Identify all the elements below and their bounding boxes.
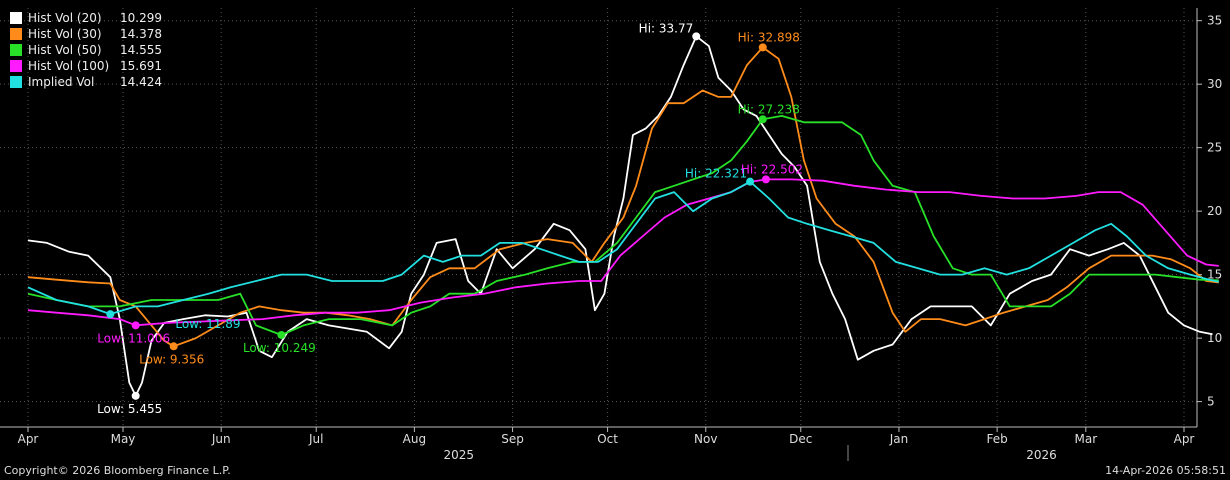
timestamp: 14-Apr-2026 05:58:51 (1105, 464, 1226, 477)
year-label: 2025 (443, 448, 474, 462)
series-lines (27, 35, 1220, 397)
legend-swatch (10, 76, 22, 88)
annotation-marker (746, 177, 755, 186)
legend-series-name: Hist Vol (20) (28, 11, 102, 25)
footer: Copyright© 2026 Bloomberg Finance L.P. 1… (0, 462, 1230, 480)
annotation-marker (131, 391, 140, 400)
year-label: 2026 (1026, 448, 1057, 462)
legend-swatch (10, 12, 22, 24)
annotation-marker (277, 330, 286, 339)
annotation-label: Hi: 27.238 (738, 102, 800, 116)
annotation-marker (692, 32, 701, 41)
legend: Hist Vol (20) 10.299 Hist Vol (30) 14.378 Hi… (10, 10, 162, 90)
y-tick-label: 30 (1207, 77, 1222, 91)
legend-series-name: Hist Vol (30) (28, 27, 102, 41)
legend-series-name: Hist Vol (100) (28, 59, 110, 73)
series-line-implied-vol (27, 180, 1220, 315)
annotation-marker (169, 342, 178, 351)
annotation-label: Low: 9.356 (139, 352, 204, 366)
copyright-text: Copyright© 2026 Bloomberg Finance L.P. (4, 464, 231, 477)
legend-swatch (10, 44, 22, 56)
x-tick-label: Feb (987, 432, 1008, 446)
x-tick-label: Sep (501, 432, 524, 446)
annotation-label: Low: 11.89 (175, 317, 240, 331)
legend-last-value: 14.378 (120, 27, 162, 41)
y-tick-label: 15 (1207, 268, 1222, 282)
annotation-marker (758, 43, 767, 52)
annotation-label: Hi: 22.502 (741, 162, 803, 176)
legend-last-value: 14.424 (120, 75, 162, 89)
legend-last-value: 15.691 (120, 59, 162, 73)
annotation-marker (131, 321, 140, 330)
legend-last-value: 10.299 (120, 11, 162, 25)
legend-series-name: Implied Vol (28, 75, 95, 89)
series-line-hist-vol-100 (27, 178, 1219, 327)
x-tick-label: Jul (308, 432, 323, 446)
annotation-label: Low: 10.249 (243, 341, 316, 355)
annotation-marker (758, 115, 767, 124)
annotation-label: Hi: 33.77 (639, 21, 694, 35)
x-tick-label: Jan (889, 432, 909, 446)
annotations: Low: 5.455 Low: 9.356 Low: 10.249 Low: 11.0… (97, 21, 803, 416)
x-tick-label: Apr (18, 432, 39, 446)
annotation-label: Hi: 32.898 (738, 30, 800, 44)
legend-last-value: 14.555 (120, 43, 162, 57)
y-tick-label: 25 (1207, 141, 1222, 155)
legend-entry: Hist Vol (50) 14.555 (10, 42, 162, 58)
x-tick-label: Oct (597, 432, 618, 446)
x-tick-label: Mar (1074, 432, 1097, 446)
annotation-label: Hi: 22.321 (685, 167, 747, 181)
annotation-label: Low: 5.455 (97, 402, 162, 416)
x-tick-label: Aug (403, 432, 426, 446)
x-tick-label: Jun (211, 432, 231, 446)
legend-swatch (10, 28, 22, 40)
x-tick-label: Dec (789, 432, 812, 446)
y-tick-label: 20 (1207, 204, 1222, 218)
annotation-marker (106, 310, 115, 319)
annotation-label: Low: 11.006 (97, 331, 170, 345)
legend-entry: Hist Vol (30) 14.378 (10, 26, 162, 42)
y-tick-label: 35 (1207, 14, 1222, 28)
x-tick-label: Apr (1174, 432, 1195, 446)
x-axis: Apr May Jun Jul Aug Sep Oct Nov Dec Jan Feb Mar Apr 2… (0, 426, 1197, 462)
legend-entry: Implied Vol 14.424 (10, 74, 162, 90)
x-tick-label: May (111, 432, 136, 446)
x-tick-label: Nov (694, 432, 717, 446)
legend-entry: Hist Vol (100) 15.691 (10, 58, 162, 74)
legend-entry: Hist Vol (20) 10.299 (10, 10, 162, 26)
y-tick-label: 5 (1207, 395, 1215, 409)
series-line-hist-vol-20 (27, 35, 1213, 397)
legend-swatch (10, 60, 22, 72)
annotation-marker (761, 175, 770, 184)
legend-series-name: Hist Vol (50) (28, 43, 102, 57)
series-line-hist-vol-30 (27, 46, 1219, 348)
